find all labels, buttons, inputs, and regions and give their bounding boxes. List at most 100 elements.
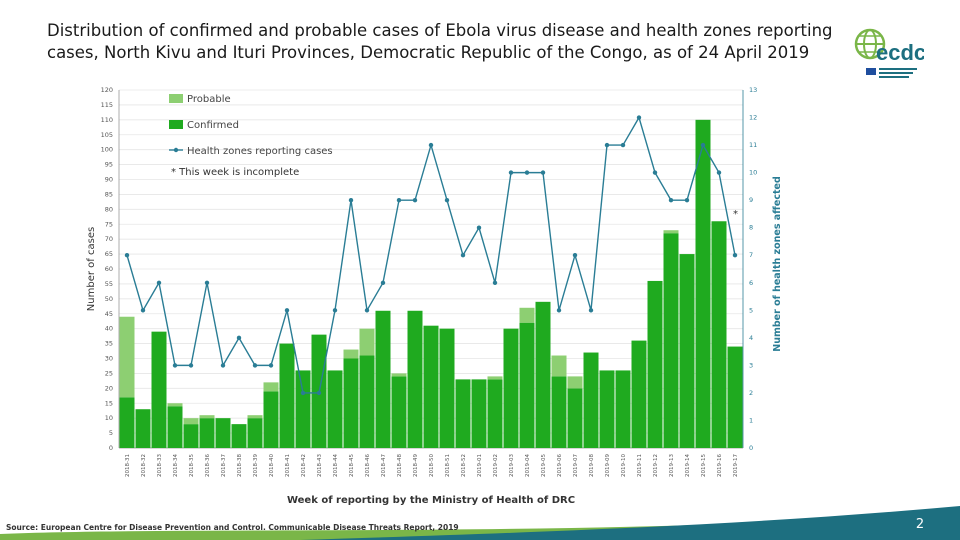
bar-confirmed (471, 379, 487, 448)
x-tick-label: 2019-02 (493, 454, 499, 477)
y-tick-label: 55 (105, 280, 113, 288)
bar-confirmed (263, 391, 279, 448)
point-health-zones (684, 197, 690, 203)
x-tick-label: 2018-52 (461, 454, 467, 477)
x-tick-label: 2018-40 (269, 454, 275, 477)
chart-annotation: * This week is incomplete (171, 167, 299, 178)
x-tick-label: 2019-17 (733, 454, 739, 477)
legend-swatch-confirmed (169, 120, 183, 129)
point-health-zones (476, 225, 482, 230)
bar-confirmed (727, 346, 743, 448)
point-health-zones (252, 363, 258, 368)
y-tick-label: 65 (105, 250, 113, 258)
bar-confirmed (455, 379, 471, 448)
y2-tick-label: 0 (749, 444, 753, 452)
bar-probable (551, 355, 567, 377)
bar-confirmed (375, 310, 391, 448)
x-tick-label: 2019-15 (701, 454, 707, 477)
point-health-zones (636, 115, 642, 120)
x-tick-label: 2018-43 (317, 454, 323, 477)
x-tick-label: 2018-38 (237, 454, 243, 477)
x-tick-label: 2019-04 (525, 454, 531, 477)
point-health-zones (284, 308, 290, 313)
bar-probable (247, 415, 263, 419)
x-tick-label: 2018-51 (445, 454, 451, 477)
x-tick-label: 2018-46 (365, 454, 371, 477)
point-health-zones (316, 390, 322, 396)
bar-confirmed (423, 325, 439, 448)
legend-point-health-zones (173, 147, 179, 153)
legend-label-probable: Probable (187, 94, 231, 105)
y-tick-label: 105 (101, 131, 113, 139)
x-tick-label: 2018-32 (141, 454, 147, 477)
point-health-zones (156, 280, 162, 285)
y-tick-label: 50 (105, 295, 113, 303)
bar-confirmed (583, 352, 599, 448)
x-tick-label: 2018-41 (285, 454, 291, 477)
bar-probable (391, 373, 407, 377)
y2-tick-label: 9 (749, 196, 753, 204)
bar-confirmed (599, 370, 615, 448)
y2-tick-label: 10 (749, 169, 757, 177)
bar-probable (519, 307, 535, 323)
x-tick-label: 2018-35 (189, 454, 195, 477)
bar-confirmed (407, 310, 423, 448)
point-health-zones (364, 308, 370, 313)
footer-bar (0, 506, 960, 540)
bar-probable (119, 316, 135, 398)
bar-confirmed (487, 379, 503, 448)
source-note: Source: European Centre for Disease Prev… (6, 523, 459, 532)
bar-confirmed (327, 370, 343, 448)
x-tick-label: 2019-07 (573, 454, 579, 477)
bar-probable (487, 376, 503, 380)
page-number: 2 (915, 517, 925, 532)
point-health-zones (604, 142, 610, 148)
bar-probable (183, 418, 199, 425)
bar-confirmed (359, 355, 375, 448)
incomplete-week-marker: * (733, 209, 738, 220)
x-tick-label: 2018-36 (205, 454, 211, 477)
bar-confirmed (183, 424, 199, 448)
y-tick-label: 10 (105, 414, 113, 422)
x-tick-label: 2019-13 (669, 454, 675, 477)
x-tick-label: 2019-03 (509, 454, 515, 477)
point-health-zones (444, 197, 450, 203)
bar-confirmed (231, 424, 247, 448)
point-health-zones (700, 142, 706, 148)
x-tick-label: 2019-12 (653, 454, 659, 477)
bar-confirmed (535, 301, 551, 448)
slide-title-line-1: Distribution of confirmed and probable c… (47, 21, 833, 40)
x-tick-label: 2019-01 (477, 454, 483, 477)
bar-confirmed (151, 331, 167, 448)
slide-title-line-2: cases, North Kivu and Ituri Provinces, D… (47, 43, 810, 62)
x-tick-label: 2018-45 (349, 454, 355, 477)
point-health-zones (652, 170, 658, 175)
x-axis-title: Week of reporting by the Ministry of Hea… (287, 495, 575, 506)
x-tick-label: 2018-48 (397, 454, 403, 477)
legend-label-health-zones: Health zones reporting cases (187, 146, 333, 157)
bar-confirmed (679, 254, 695, 448)
x-tick-label: 2019-10 (621, 454, 627, 477)
bar-confirmed (119, 397, 135, 448)
bar-confirmed (695, 119, 711, 448)
bar-confirmed (295, 370, 311, 448)
y-tick-label: 80 (105, 205, 113, 213)
bar-confirmed (167, 406, 183, 448)
x-tick-label: 2018-34 (173, 454, 179, 477)
x-tick-label: 2019-06 (557, 454, 563, 477)
bar-confirmed (439, 328, 455, 448)
bar-confirmed (391, 376, 407, 448)
bar-confirmed (663, 233, 679, 448)
y2-tick-label: 7 (749, 251, 753, 259)
y2-tick-label: 2 (749, 389, 753, 397)
ecdc-logo: ecdc (854, 28, 924, 78)
x-tick-label: 2018-50 (429, 454, 435, 477)
point-health-zones (732, 253, 738, 258)
y-tick-label: 115 (101, 101, 113, 109)
point-health-zones (188, 363, 194, 368)
point-health-zones (540, 170, 546, 175)
x-tick-label: 2018-37 (221, 454, 227, 477)
point-health-zones (300, 390, 306, 396)
y-tick-label: 120 (101, 86, 113, 94)
point-health-zones (348, 197, 354, 203)
